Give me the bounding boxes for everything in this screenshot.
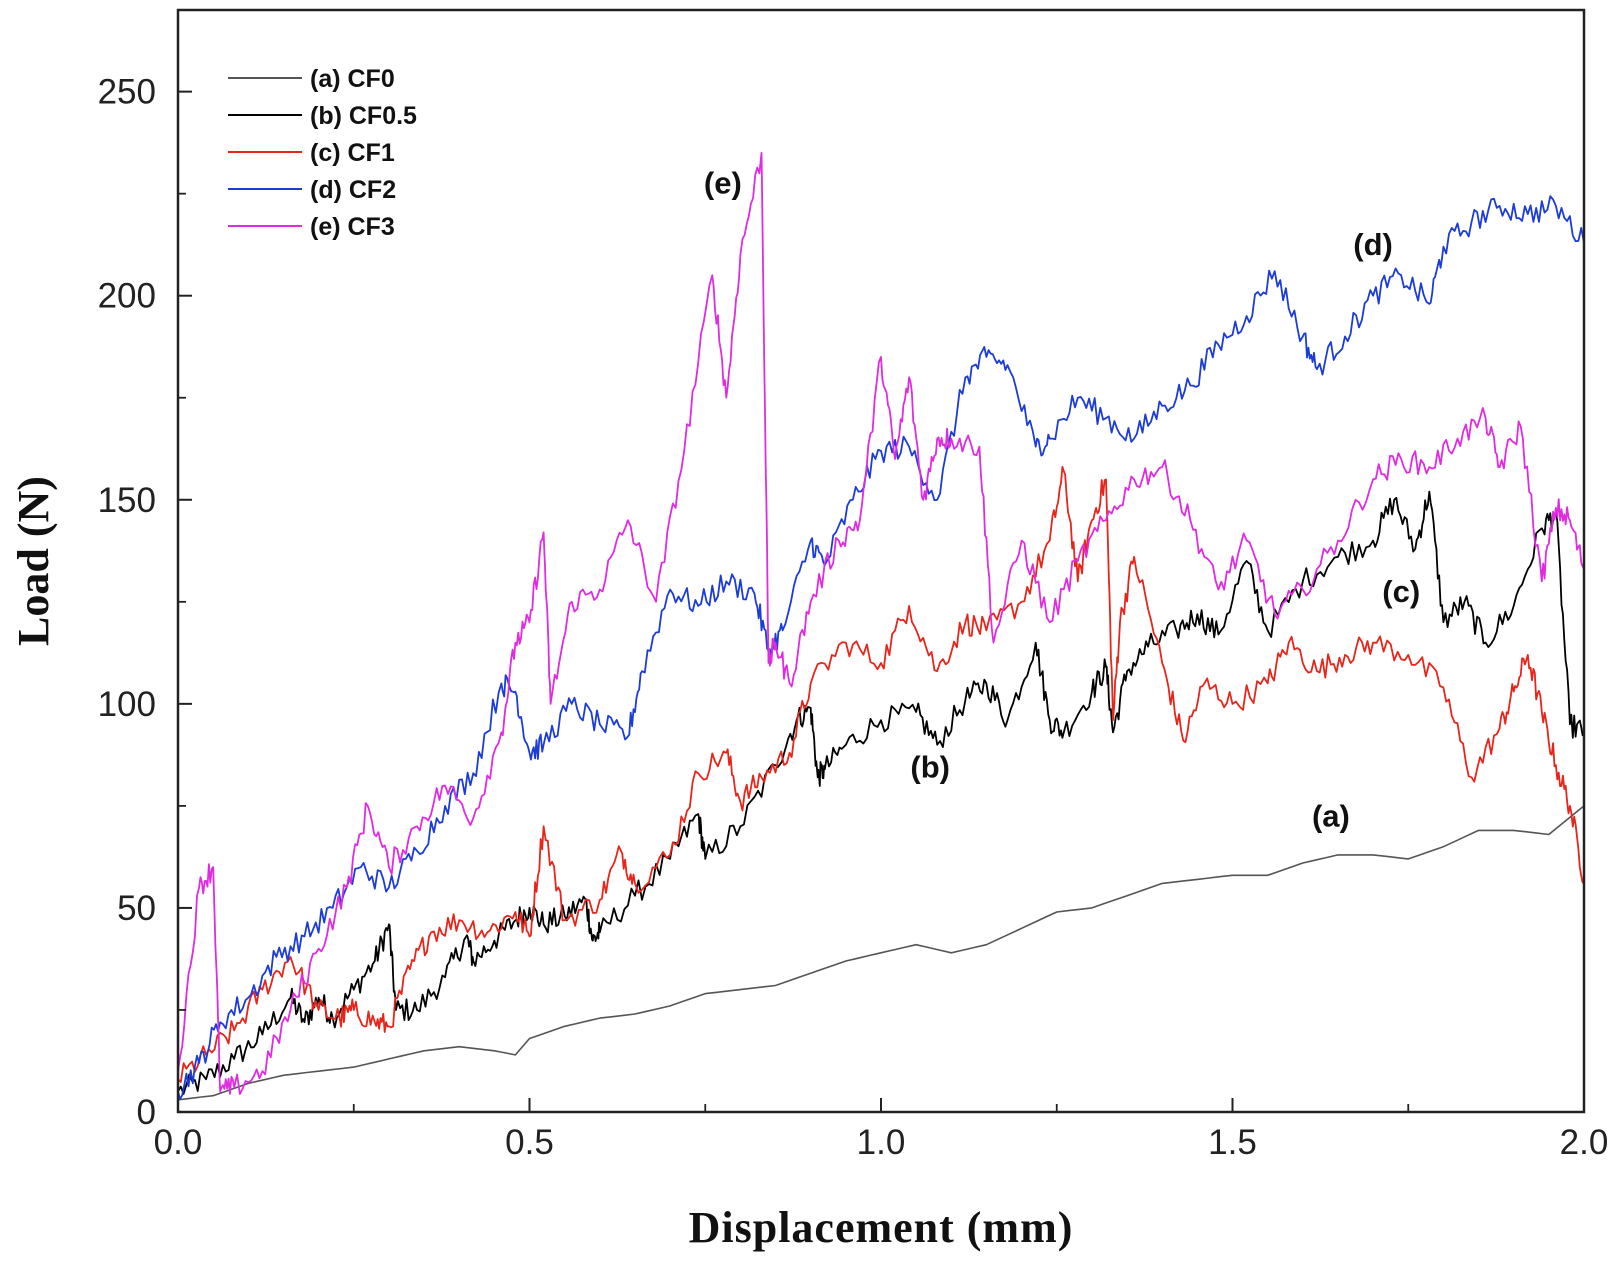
legend-label: (e) CF3 [310,213,395,241]
series-4 [177,195,1585,1100]
y-tick-label: 100 [98,685,156,724]
series-line-5 [177,152,1585,1095]
legend-label: (a) CF0 [310,65,395,93]
curve-label: (c) [1382,574,1420,609]
curve-label: (b) [910,749,950,784]
y-tick-label: 150 [98,481,156,520]
y-tick-label: 0 [137,1093,156,1132]
curve-label: (d) [1353,227,1393,262]
series-line-2 [177,490,1585,1095]
legend-label: (c) CF1 [310,139,395,167]
y-axis-title: Load (N) [9,476,58,646]
series-line-1 [177,805,1585,1101]
x-tick-label: 1.0 [857,1123,906,1162]
series-2 [177,490,1585,1095]
y-tick-label: 200 [98,277,156,316]
series-line-3 [177,465,1585,1083]
legend-label: (b) CF0.5 [310,102,417,130]
series-3 [177,465,1585,1083]
x-tick-label: 0.5 [505,1123,554,1162]
curve-label: (a) [1312,798,1350,833]
x-tick-label: 0.0 [154,1123,203,1162]
curve-annotations: (e) (d) (c) (b) (a) [704,166,1420,834]
curve-label: (e) [704,166,742,201]
series-1 [177,805,1585,1101]
y-tick-label: 250 [98,73,156,112]
legend: (a) CF0 (b) CF0.5 (c) CF1 (d) CF2 (e) CF3 [228,65,417,241]
axes-layer: 0.0 0.5 1.0 1.5 2.0 0 50 100 150 200 250 [98,73,1609,1162]
series-5 [177,152,1585,1095]
series-layer [177,152,1585,1101]
legend-label: (d) CF2 [310,176,396,204]
y-tick-label: 50 [117,889,156,928]
x-tick-label: 1.5 [1208,1123,1257,1162]
x-axis-title: Displacement (mm) [689,1203,1074,1252]
x-tick-label: 2.0 [1560,1123,1609,1162]
series-line-4 [177,195,1585,1100]
